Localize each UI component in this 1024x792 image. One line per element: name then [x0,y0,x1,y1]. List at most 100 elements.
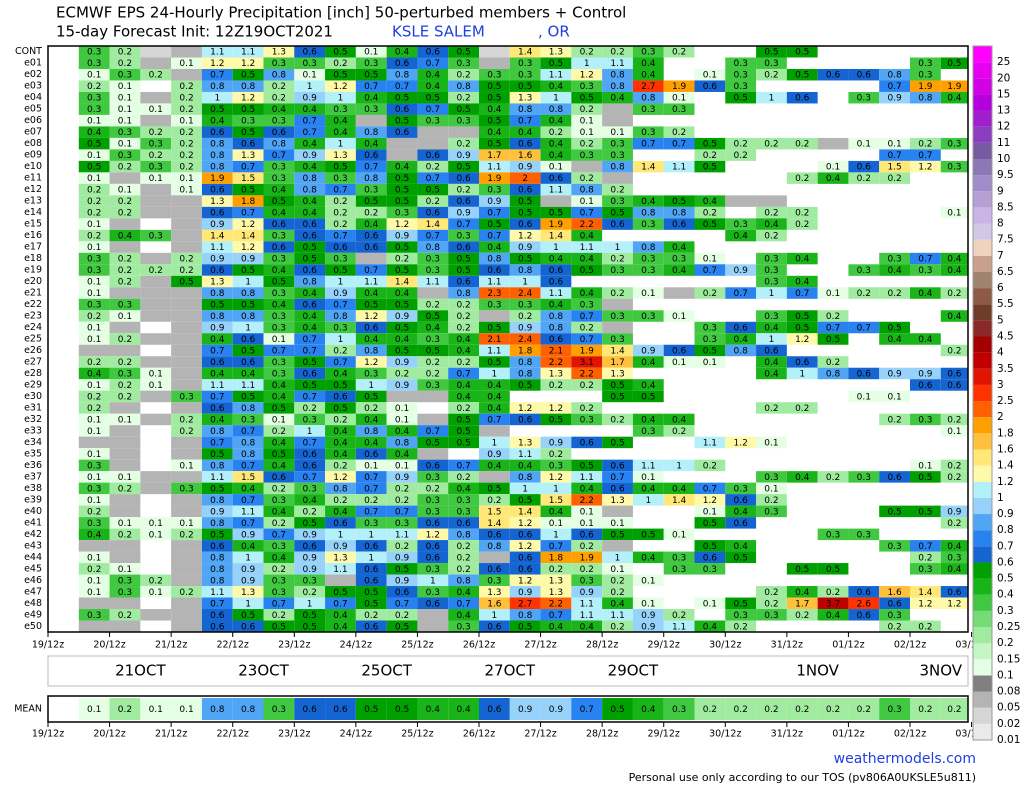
cell [817,68,849,81]
cell-label: 0.6 [303,450,318,460]
cell [263,459,295,472]
cell-label: 0.4 [272,507,287,517]
cell-label: 0.4 [549,82,564,92]
cell-label: 0.3 [426,507,440,517]
row-label: e43 [24,540,42,551]
cell [201,298,233,311]
cell-label: 1.3 [241,151,255,161]
cell [109,436,141,449]
cell [263,229,295,242]
cell-label: 0.3 [734,71,748,81]
cell-label: 0.6 [549,174,564,184]
cell-label: 1.2 [426,530,440,540]
cell-label: 0.1 [179,117,193,127]
cell [571,321,603,334]
cell-label: 0.1 [118,565,132,575]
cell [448,471,479,483]
cell [294,356,326,368]
cell-label: 0.2 [826,473,840,483]
cell [879,172,910,184]
cell-label: 0.2 [149,266,163,276]
cell [232,229,264,242]
cell [78,298,110,311]
cell-label: 0.7 [272,599,286,609]
cell [663,413,695,426]
cell [602,298,633,311]
cell-label: 0.2 [272,427,286,437]
cell-label: 0.5 [487,220,501,230]
x-tick-label: 29/12z [648,640,680,651]
cell [694,80,726,92]
cell [448,425,479,437]
cell [910,379,941,391]
cell [78,482,110,495]
cell [602,126,633,138]
cell [571,287,603,299]
cell [201,160,233,173]
cell-label: 0.3 [641,255,655,265]
cell-label: 0.5 [241,128,255,138]
cell-label: 0.2 [118,197,132,207]
cell-label: 0.9 [333,542,348,552]
cell-label: 0.3 [918,565,932,575]
cell [448,80,479,92]
cell-label: 0.5 [395,94,409,104]
cell-label: 0.3 [364,105,378,115]
cell [294,459,326,472]
cell [232,436,264,449]
cell-label: 0.2 [87,358,101,368]
cell [109,609,141,621]
cell [355,333,387,345]
cell [509,344,541,357]
cell-label: 1 [245,553,251,563]
cell-label: 1.2 [518,542,532,552]
cell [294,126,326,138]
cell [817,609,849,621]
cell-label: 0.2 [456,186,470,196]
cell [817,137,849,150]
cell-label: 0.7 [364,163,378,173]
cell [232,540,264,552]
cell-label: 0.3 [672,565,686,575]
cell [448,68,479,81]
cell [140,698,172,720]
cell [479,321,510,334]
cell [540,103,572,115]
cell-label: 0.2 [118,705,132,715]
cell-label: 0.3 [149,232,163,242]
colorbar-label: 9 [997,185,1004,197]
cell [171,586,202,598]
cell-label: 0.6 [272,128,287,138]
cell-label: 0.8 [364,174,379,184]
cell [632,494,664,506]
cell-label: 0.2 [456,94,470,104]
cell-label: 0.4 [549,507,564,517]
cell-label: 0.6 [210,266,225,276]
cell-label: 0.1 [87,427,101,437]
cell-label: 0.5 [395,174,409,184]
cell-label: 0.1 [87,117,101,127]
cell [263,149,295,161]
cell-label: 0.2 [118,163,132,173]
cell [325,436,356,449]
cell-label: 0.5 [364,599,378,609]
colorbar-swatch [973,449,992,466]
colorbar-swatch [973,578,992,595]
cell [232,298,264,311]
row-label: e18 [24,253,42,264]
cell-label: 0.4 [456,392,471,402]
cell-label: 0.7 [364,266,378,276]
cell [786,218,818,230]
cell [448,597,479,610]
cell-label: 0.4 [549,140,564,150]
x-tick-label: 22/12z [217,729,249,740]
cell [694,344,726,357]
cell [355,413,387,426]
cell-label: 0.6 [426,599,441,609]
cell [509,287,541,299]
cell-label: 1 [368,530,374,540]
cell [694,517,726,529]
cell-label: 0.2 [272,565,286,575]
cell-label: 1.1 [395,530,409,540]
cell [325,149,356,161]
